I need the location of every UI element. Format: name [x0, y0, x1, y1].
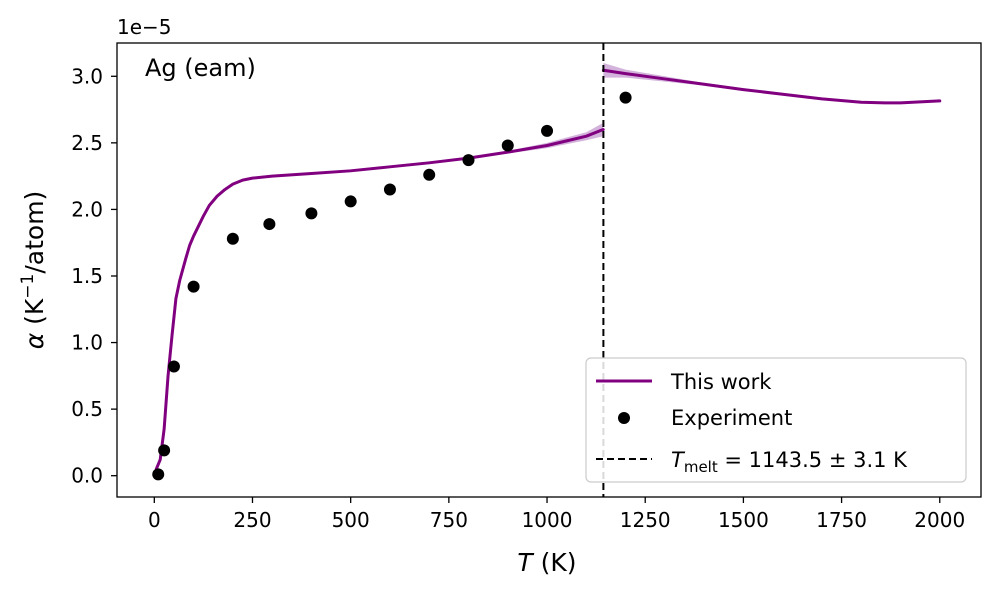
y-axis-suffix: /atom): [20, 191, 49, 274]
legend-melt-value: = 1143.5 ± 3.1 K: [718, 448, 908, 472]
x-tick-label: 0: [148, 508, 161, 532]
experiment-point: [383, 183, 396, 196]
y-axis-ticks: 0.0 0.5 1.0 1.5 2.0 2.5 3.0: [71, 64, 117, 488]
experiment-point: [226, 232, 239, 245]
experiment-point: [305, 207, 318, 220]
x-axis-unit: (K): [533, 548, 577, 577]
x-axis-ticks: 0 250 500 750 1000 1250 1500 1750 2000: [148, 497, 965, 532]
x-tick-label: 1250: [620, 508, 671, 532]
x-tick-label: 500: [332, 508, 370, 532]
experiment-point: [619, 91, 632, 104]
x-tick-label: 1750: [816, 508, 867, 532]
experiment-point: [344, 195, 357, 208]
legend: This work Experiment Tmelt = 1143.5 ± 3.…: [585, 357, 967, 483]
experiment-points: [152, 91, 632, 481]
legend-box: [585, 357, 967, 483]
y-tick-label: 1.0: [71, 331, 103, 355]
y-offset-text: 1e−5: [117, 15, 172, 39]
x-tick-label: 1500: [718, 508, 769, 532]
this-work-lines: [154, 68, 942, 471]
legend-label-melt: Tmelt = 1143.5 ± 3.1 K: [671, 448, 908, 476]
x-tick-label: 2000: [914, 508, 965, 532]
y-axis-sup: −1: [18, 274, 38, 299]
system-annotation: Ag (eam): [145, 54, 256, 82]
y-axis-label: α (K−1/atom): [18, 191, 49, 350]
uncertainty-band-1: [603, 62, 940, 104]
experiment-point: [187, 280, 200, 293]
legend-marker-experiment: [618, 412, 630, 424]
y-tick-label: 3.0: [71, 64, 103, 88]
y-axis-prefix: (K: [20, 298, 49, 333]
plot-frame: [116, 42, 982, 498]
y-tick-label: 1.5: [71, 264, 103, 288]
this-work-line-segment-0: [154, 128, 605, 471]
this-work-line-segment-1: [601, 68, 942, 105]
experiment-point: [152, 468, 165, 481]
y-tick-label: 2.0: [71, 197, 103, 221]
y-tick-label: 0.5: [71, 397, 103, 421]
x-tick-label: 1000: [522, 508, 573, 532]
x-tick-label: 750: [430, 508, 468, 532]
legend-label-this-work: This work: [670, 370, 772, 394]
experiment-point: [167, 360, 180, 373]
x-axis-label: T (K): [517, 548, 576, 577]
y-axis-symbol: α: [20, 332, 49, 349]
experiment-point: [158, 444, 171, 457]
legend-melt-sub: melt: [684, 458, 718, 476]
legend-melt-symbol: T: [671, 448, 686, 472]
experiment-point: [263, 218, 276, 231]
y-tick-label: 0.0: [71, 464, 103, 488]
experiment-point: [423, 168, 436, 181]
legend-label-experiment: Experiment: [671, 406, 792, 430]
experiment-point: [501, 139, 514, 152]
uncertainty-band-0: [468, 122, 604, 159]
x-tick-label: 250: [233, 508, 271, 532]
experiment-point: [462, 154, 475, 167]
uncertainty-bands: [468, 62, 940, 159]
experiment-point: [541, 124, 554, 137]
x-axis-symbol: T: [517, 548, 534, 577]
y-tick-label: 2.5: [71, 131, 103, 155]
